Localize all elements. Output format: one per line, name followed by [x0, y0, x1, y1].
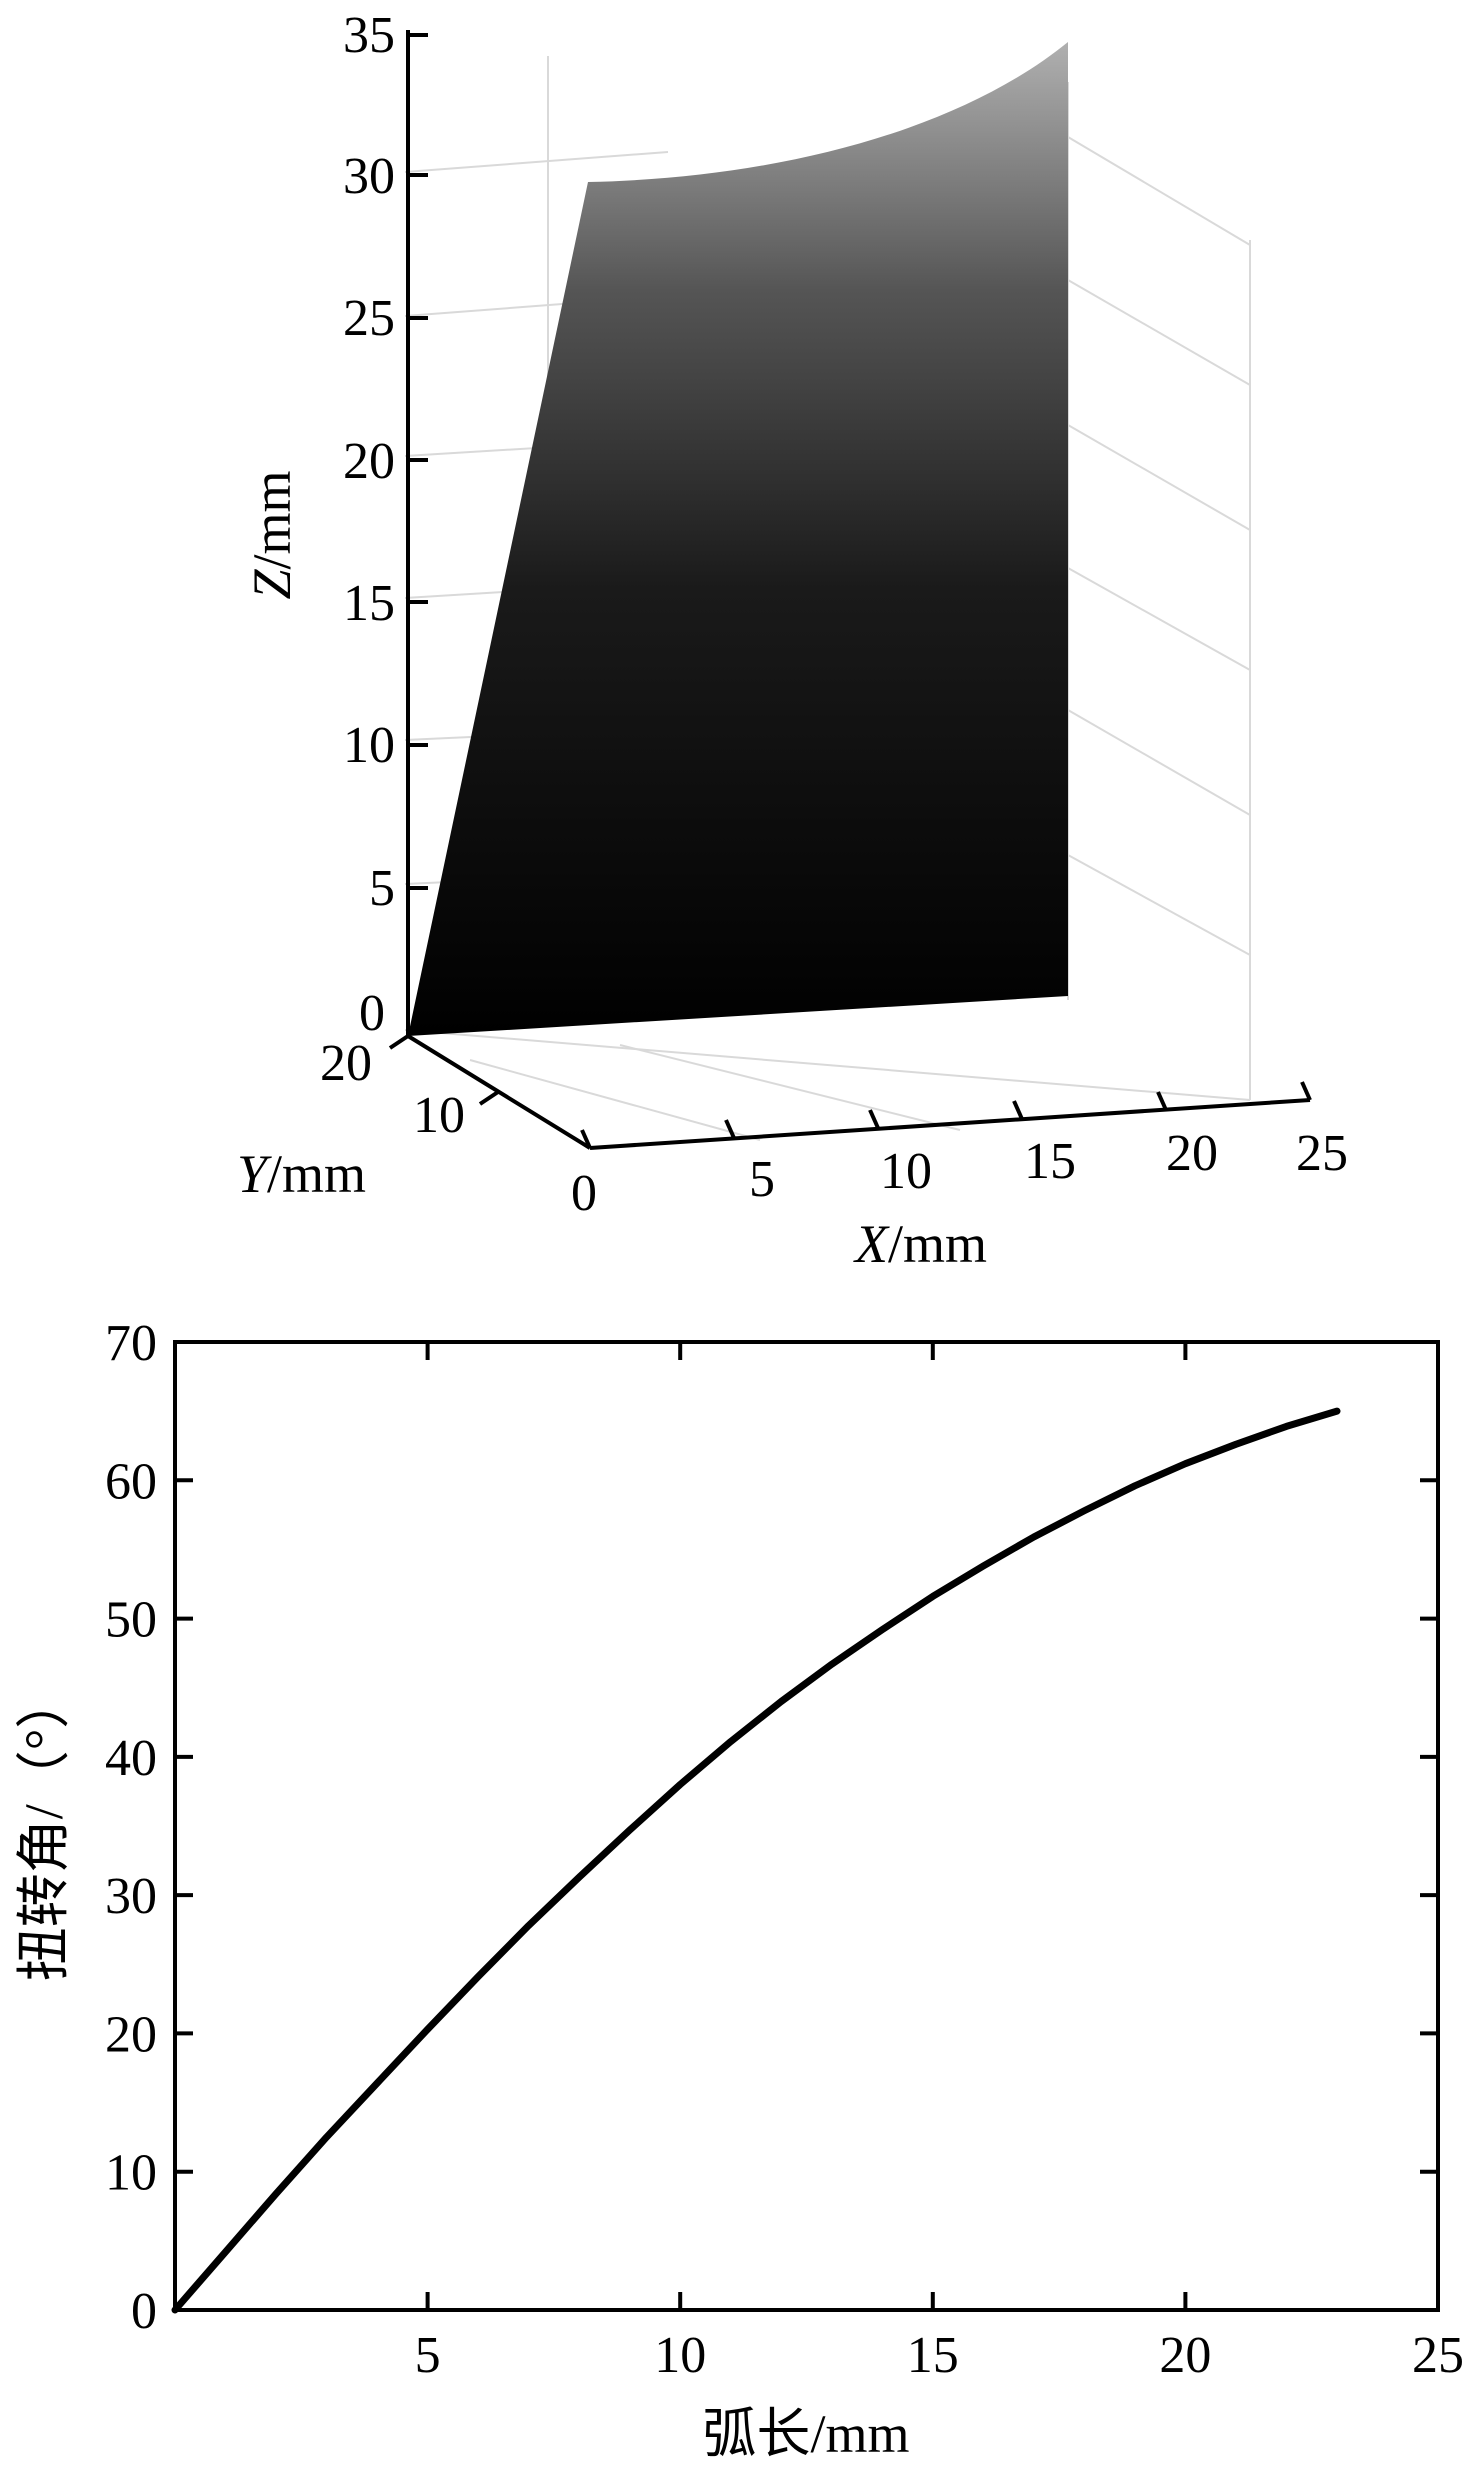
x-tick-labels: 0 5 10 15 20 25	[571, 1125, 1348, 1222]
surface-grid	[404, 56, 1251, 1141]
line-tick-labels: 5 10 15 20 25 0 10 20 30 40 50 60 70	[105, 1315, 1464, 2384]
z-tick-labels: 0 5 10 15 20 25 30 35	[343, 7, 395, 1042]
x-tick-label: 10	[880, 1143, 932, 1200]
x-tick-label: 25	[1296, 1125, 1348, 1182]
y-tick-label: 20	[105, 2006, 157, 2063]
y-axis-label: Y/mm	[237, 1144, 366, 1204]
z-tick-marks	[408, 33, 428, 890]
line-x-axis-label: 弧长/mm	[702, 2404, 909, 2464]
y-tick-label: 10	[105, 2145, 157, 2202]
x-tick-label: 25	[1412, 2327, 1464, 2384]
y-tick-marks	[388, 1034, 500, 1106]
z-tick-label: 25	[343, 290, 395, 347]
y-tick-label: 10	[413, 1087, 465, 1144]
line-chart: 5 10 15 20 25 0 10 20 30 40 50 60 70 弧长/mm 扭转角/（°）	[14, 1315, 1464, 2464]
x-tick-label: 10	[654, 2327, 706, 2384]
x-tick-label: 15	[907, 2327, 959, 2384]
x-tick-marks	[580, 1081, 1312, 1149]
y-tick-label: 0	[131, 2283, 157, 2340]
y-tick-label: 40	[105, 1730, 157, 1787]
z-tick-label: 15	[343, 575, 395, 632]
plot-frame	[173, 1340, 1440, 2312]
z-tick-label: 10	[343, 717, 395, 774]
x-tick-label: 5	[415, 2327, 441, 2384]
line-ticks	[175, 1340, 1440, 2312]
surface-patch	[408, 42, 1068, 1036]
x-tick-label: 5	[749, 1151, 775, 1208]
y-tick-label: 50	[105, 1592, 157, 1649]
z-tick-label: 30	[343, 148, 395, 205]
y-tick-label: 30	[105, 1868, 157, 1925]
y-tick-labels: 10 20	[320, 1035, 465, 1144]
z-axis-label: Z/mm	[242, 470, 302, 599]
surface-axes	[406, 30, 1311, 1150]
x-tick-label: 20	[1166, 1125, 1218, 1182]
x-tick-label: 20	[1159, 2327, 1211, 2384]
series-line	[171, 1407, 1341, 2314]
x-tick-label: 15	[1024, 1133, 1076, 1190]
surface-plot: 0 5 10 15 20 25 30 35 10 20 0	[237, 7, 1348, 1274]
x-tick-label: 0	[571, 1165, 597, 1222]
z-tick-label: 0	[359, 985, 385, 1042]
y-tick-label: 60	[105, 1453, 157, 1510]
y-tick-label: 70	[105, 1315, 157, 1372]
x-axis-label: X/mm	[853, 1214, 987, 1274]
z-tick-label: 20	[343, 433, 395, 490]
z-tick-label: 35	[343, 7, 395, 64]
line-y-axis-label: 扭转角/（°）	[14, 1675, 74, 1982]
y-tick-label: 20	[320, 1035, 372, 1092]
z-tick-label: 5	[369, 860, 395, 917]
